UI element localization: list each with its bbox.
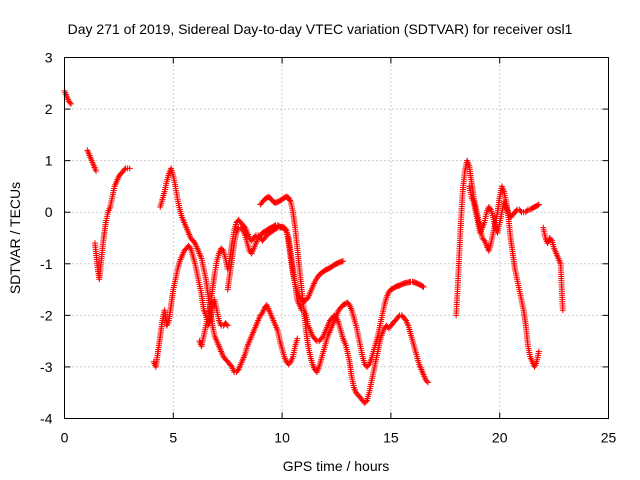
- data-point: [402, 316, 409, 323]
- grid: [64, 57, 609, 419]
- x-axis-label: GPS time / hours: [283, 458, 390, 474]
- data-point: [424, 379, 431, 386]
- data-point: [419, 283, 426, 290]
- data-point: [223, 321, 230, 328]
- axis-ticks: 0 5 10 15 20 25 -4 -3 -2 -1 0 1 2 3: [40, 50, 616, 446]
- data-point: [534, 202, 541, 209]
- data-point: [186, 244, 193, 251]
- data-point: [258, 311, 265, 318]
- series-arc-7: [257, 193, 427, 376]
- data-point: [480, 236, 487, 243]
- y-tick-label: 0: [45, 204, 53, 220]
- x-tick-label: 15: [383, 430, 399, 446]
- series-arc-1: [61, 88, 75, 107]
- y-tick-label: 1: [45, 153, 53, 169]
- data-point: [286, 360, 293, 367]
- series-arc-5: [157, 165, 301, 376]
- data-point: [234, 367, 241, 374]
- data-point: [423, 378, 430, 385]
- x-tick-label: 25: [601, 430, 617, 446]
- data-point: [559, 307, 566, 314]
- x-tick-label: 0: [61, 430, 69, 446]
- data-point: [224, 322, 231, 329]
- data-point: [282, 226, 289, 233]
- data-point: [190, 238, 197, 245]
- data-point: [66, 99, 73, 106]
- data-point: [420, 283, 427, 290]
- data-point: [285, 194, 292, 201]
- data-point: [523, 207, 530, 214]
- data-point: [340, 258, 347, 265]
- series-arc-3: [91, 165, 133, 283]
- data-point: [365, 362, 372, 369]
- data-point: [535, 348, 542, 355]
- data-point: [227, 362, 234, 369]
- data-point: [319, 334, 326, 341]
- data-point: [238, 225, 245, 232]
- data-point: [219, 246, 226, 253]
- series-arc-11: [540, 224, 566, 314]
- data-point: [535, 201, 542, 208]
- data-point: [121, 166, 128, 173]
- data-point: [517, 207, 524, 214]
- data-point: [294, 335, 301, 342]
- chart-title: Day 271 of 2019, Sidereal Day-to-day VTE…: [68, 21, 573, 37]
- data-point: [304, 295, 311, 302]
- data-point: [93, 167, 100, 174]
- data-point: [68, 100, 75, 107]
- series-arc-4: [150, 242, 231, 370]
- series-arc-8: [224, 222, 347, 304]
- y-tick-label: 3: [45, 50, 53, 66]
- y-tick-label: -4: [40, 411, 53, 427]
- data-point: [362, 398, 369, 405]
- x-tick-label: 10: [274, 430, 290, 446]
- data-point: [287, 197, 294, 204]
- data-point: [286, 196, 293, 203]
- series-arc-2: [84, 147, 100, 174]
- y-tick-label: -3: [40, 359, 53, 375]
- data-point: [345, 300, 352, 307]
- data-marks: [61, 88, 566, 407]
- data-point: [547, 236, 554, 243]
- plot-frame: [64, 57, 609, 419]
- y-axis-label: SDTVAR / TECUs: [7, 182, 23, 294]
- x-tick-label: 20: [492, 430, 508, 446]
- y-tick-label: -2: [40, 307, 53, 323]
- series-arc-10: [466, 183, 542, 236]
- data-point: [126, 165, 133, 172]
- x-tick-label: 5: [169, 430, 177, 446]
- y-tick-label: 2: [45, 101, 53, 117]
- data-point: [486, 205, 493, 212]
- y-tick-label: -1: [40, 256, 53, 272]
